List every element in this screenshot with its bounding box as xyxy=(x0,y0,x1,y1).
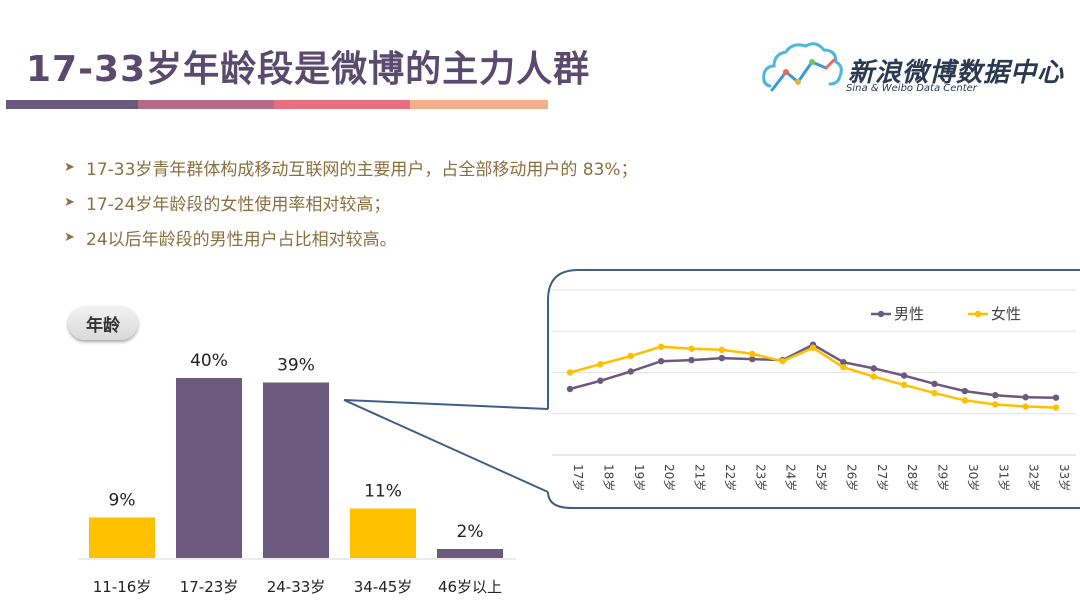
bullet-item: ➤ 17-33岁青年群体构成移动互联网的主要用户，占全部移动用户的 83%； xyxy=(64,150,638,185)
data-point xyxy=(870,373,877,380)
x-tick-label: 17-23岁 xyxy=(180,578,239,596)
logo-name: 新浪微博数据中心 xyxy=(848,58,1065,88)
data-point xyxy=(566,369,574,376)
legend-marker xyxy=(877,310,885,318)
x-tick-label: 11-16岁 xyxy=(93,578,152,596)
data-point xyxy=(597,361,604,368)
data-point xyxy=(900,381,908,389)
x-tick-label: 29岁 xyxy=(936,464,951,491)
x-tick-label: 21岁 xyxy=(693,464,708,491)
data-point xyxy=(1052,394,1060,401)
data-point xyxy=(1022,394,1029,401)
legend-marker xyxy=(974,310,982,318)
x-tick-label: 18岁 xyxy=(601,464,616,491)
bullet-item: ➤ 24以后年龄段的男性用户占比相对较高。 xyxy=(64,220,638,255)
x-tick-label: 25岁 xyxy=(814,464,829,491)
x-tick-label: 24岁 xyxy=(784,464,799,491)
x-tick-label: 46岁以上 xyxy=(438,578,502,596)
data-point xyxy=(566,385,574,393)
data-point xyxy=(961,387,969,395)
x-tick-label: 32岁 xyxy=(1027,464,1042,491)
x-tick-label: 19岁 xyxy=(632,464,647,491)
bullet-item: ➤ 17-24岁年龄段的女性使用率相对较高； xyxy=(64,185,638,220)
data-point xyxy=(688,345,695,352)
data-point xyxy=(657,343,665,350)
data-point xyxy=(688,356,695,364)
arrow-bullet-icon: ➤ xyxy=(64,230,75,245)
bullet-list: ➤ 17-33岁青年群体构成移动互联网的主要用户，占全部移动用户的 83%； ➤… xyxy=(64,150,638,255)
data-point xyxy=(840,364,847,371)
bar-value-label: 2% xyxy=(457,522,484,542)
legend-label: 男性 xyxy=(894,305,924,323)
bar xyxy=(89,517,155,558)
arrow-bullet-icon: ➤ xyxy=(64,160,75,175)
bar xyxy=(350,508,416,558)
x-tick-label: 34-45岁 xyxy=(354,578,413,596)
data-point xyxy=(1052,404,1060,411)
data-point xyxy=(931,389,938,397)
arrow-bullet-icon: ➤ xyxy=(64,195,75,210)
x-tick-label: 27岁 xyxy=(875,464,890,491)
bar-value-label: 11% xyxy=(364,482,402,502)
legend-label: 女性 xyxy=(991,305,1021,323)
cloud-chart-icon xyxy=(762,42,843,92)
bar xyxy=(176,378,242,558)
title-stripe-3 xyxy=(274,100,410,109)
sina-weibo-logo: 新浪微博数据中心 Sina & Weibo Data Center xyxy=(760,36,1070,106)
gender-age-line-chart: 17岁 18岁 19岁 20岁 21岁 22岁 23岁 24岁 25岁 26岁 27岁 28岁 29岁 3… xyxy=(552,289,1076,491)
bar xyxy=(263,382,329,558)
x-tick-label: 31岁 xyxy=(996,464,1011,491)
x-tick-label: 22岁 xyxy=(723,464,738,491)
data-point xyxy=(870,365,877,372)
bullet-text: 17-33岁青年群体构成移动互联网的主要用户，占全部移动用户的 83%； xyxy=(86,160,638,180)
x-tick-label: 33岁 xyxy=(1057,464,1072,491)
x-tick-label: 28岁 xyxy=(905,464,920,491)
data-point xyxy=(779,357,786,365)
age-bar-chart: 9% 11-16岁 40% 17-23岁 39% 24-33岁 11% 34-45岁 2% 46岁… xyxy=(78,351,516,596)
data-point xyxy=(718,346,726,354)
title-stripe-1 xyxy=(6,100,138,109)
x-tick-label: 30岁 xyxy=(966,464,981,491)
series-line xyxy=(569,345,1057,409)
data-point xyxy=(992,401,999,408)
data-point xyxy=(597,377,604,384)
logo-subtitle: Sina & Weibo Data Center xyxy=(846,83,977,94)
bar-value-label: 9% xyxy=(109,491,136,511)
data-point xyxy=(627,352,634,360)
data-point xyxy=(627,368,634,375)
data-point xyxy=(809,344,817,351)
x-tick-label: 20岁 xyxy=(662,464,677,491)
bar-value-label: 40% xyxy=(190,351,228,371)
page-title: 17-33岁年龄段是微博的主力人群 xyxy=(26,49,591,90)
data-point xyxy=(931,380,938,388)
bar xyxy=(437,549,503,558)
data-point xyxy=(718,354,726,362)
bullet-text: 24以后年龄段的男性用户占比相对较高。 xyxy=(86,230,397,250)
data-point xyxy=(840,358,847,366)
data-point xyxy=(900,372,908,379)
title-stripe-4 xyxy=(410,100,548,109)
data-point xyxy=(749,355,756,363)
data-point xyxy=(749,350,756,358)
data-point xyxy=(992,391,999,399)
x-tick-label: 17岁 xyxy=(571,464,586,491)
bar-value-label: 39% xyxy=(277,356,315,376)
x-tick-label: 23岁 xyxy=(753,464,768,491)
title-stripe-2 xyxy=(138,100,274,109)
x-tick-label: 24-33岁 xyxy=(267,578,326,596)
bullet-text: 17-24岁年龄段的女性使用率相对较高； xyxy=(86,195,391,215)
data-point xyxy=(1022,403,1029,410)
data-point xyxy=(657,357,665,365)
data-point xyxy=(961,397,969,404)
x-tick-label: 26岁 xyxy=(844,464,859,491)
age-pill-label: 年龄 xyxy=(68,306,138,340)
